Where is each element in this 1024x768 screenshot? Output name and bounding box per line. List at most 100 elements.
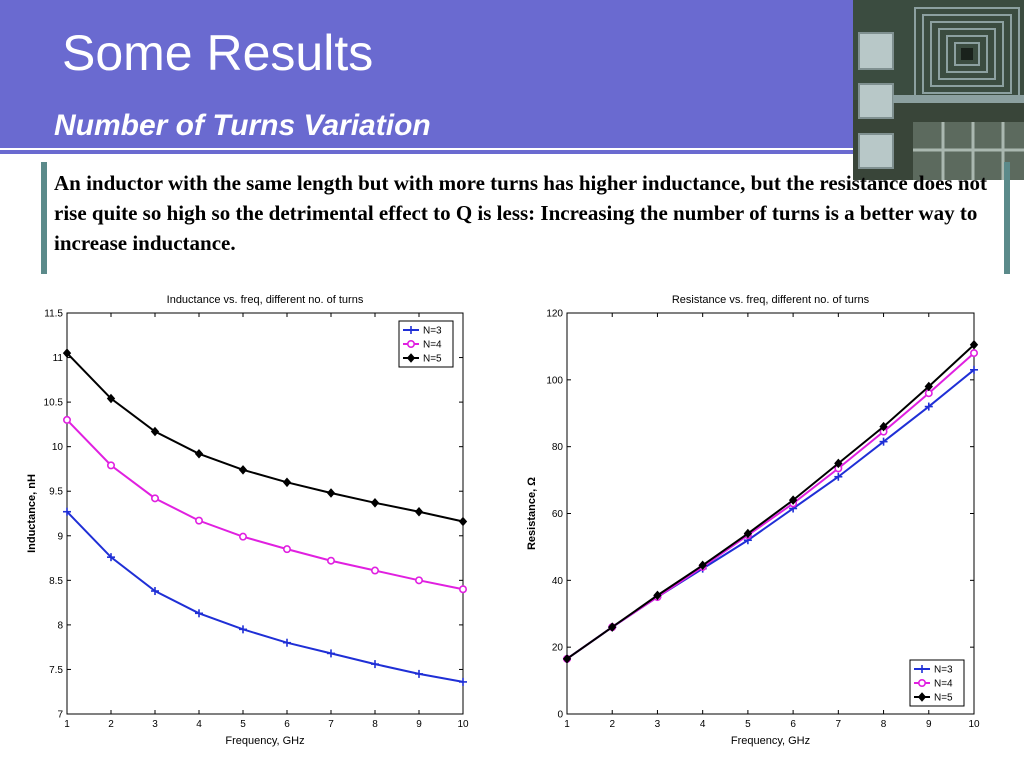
x-tick-label: 1: [64, 719, 70, 730]
data-point-N=5: [106, 393, 116, 404]
data-point-N=5: [238, 465, 248, 475]
data-point-N=5: [608, 622, 617, 632]
y-tick-label: 11.5: [44, 309, 63, 320]
legend-label: N=3: [423, 326, 442, 337]
y-tick-label: 9.5: [49, 487, 63, 498]
x-tick-label: 3: [152, 719, 158, 730]
legend-label: N=5: [423, 354, 442, 365]
data-point-N=5: [194, 449, 204, 459]
data-point-N=4: [239, 532, 248, 541]
data-point-N=5: [969, 339, 979, 350]
slide-subtitle: Number of Turns Variation: [54, 109, 431, 142]
plot-area: [566, 312, 975, 715]
series-line-N=4: [66, 419, 464, 591]
legend-label: N=3: [934, 665, 953, 676]
x-tick-label: 6: [284, 719, 290, 730]
chart-title: Resistance vs. freq, different no. of tu…: [672, 294, 870, 306]
series-line-N=5: [566, 344, 975, 660]
data-point-N=3: [63, 507, 71, 516]
data-point-N=3: [415, 669, 423, 678]
y-axis-label: Resistance, Ω: [526, 477, 538, 550]
data-point-N=5: [743, 528, 753, 539]
resistance-chart: Resistance vs. freq, different no. of tu…: [522, 282, 1002, 752]
data-point-N=5: [326, 488, 336, 498]
x-tick-label: 5: [745, 719, 751, 730]
data-point-N=4: [151, 494, 160, 503]
data-point-N=5: [879, 421, 888, 432]
x-tick-label: 8: [881, 719, 887, 730]
slide-body-text: An inductor with the same length but wit…: [54, 171, 988, 255]
legend-label: N=5: [934, 693, 953, 704]
data-point-N=4: [282, 545, 291, 554]
x-axis-label: Frequency, GHz: [731, 735, 810, 747]
data-point-N=3: [151, 587, 159, 596]
x-axis-label: Frequency, GHz: [225, 735, 304, 747]
text-accent-bar-right: [1004, 162, 1010, 274]
inductor-chip-photo: [853, 0, 1024, 180]
slide-title: Some Results: [62, 25, 374, 81]
x-tick-label: 6: [790, 719, 796, 730]
legend-marker: [406, 339, 415, 348]
data-point-N=3: [195, 609, 203, 618]
legend-marker: [406, 353, 416, 363]
data-point-N=5: [370, 498, 380, 508]
plot-area: [66, 312, 464, 715]
x-tick-label: 4: [700, 719, 706, 730]
y-tick-label: 0: [557, 710, 563, 721]
series-line-N=5: [66, 352, 464, 523]
y-tick-label: 60: [552, 509, 564, 520]
data-point-N=5: [458, 516, 468, 527]
x-tick-label: 2: [609, 719, 615, 730]
y-tick-label: 80: [552, 442, 564, 453]
data-point-N=3: [107, 553, 115, 562]
data-point-N=3: [371, 660, 379, 669]
data-point-N=5: [562, 654, 572, 664]
data-point-N=4: [107, 461, 116, 470]
legend-marker: [407, 326, 415, 334]
y-tick-label: 10.5: [44, 398, 64, 409]
y-tick-label: 20: [552, 643, 564, 654]
data-point-N=3: [834, 472, 843, 481]
legend-marker: [918, 665, 926, 673]
data-point-N=5: [788, 495, 798, 505]
data-point-N=5: [282, 477, 292, 488]
legend-label: N=4: [423, 340, 442, 351]
data-point-N=3: [239, 625, 247, 634]
x-tick-label: 9: [926, 719, 932, 730]
data-point-N=5: [924, 381, 933, 392]
y-tick-label: 9: [57, 531, 63, 542]
inductance-chart: Inductance vs. freq, different no. of tu…: [12, 282, 482, 752]
data-point-N=3: [879, 437, 888, 446]
data-point-N=5: [698, 560, 707, 571]
data-point-N=4: [458, 585, 467, 594]
y-tick-label: 120: [546, 309, 563, 320]
data-point-N=4: [370, 566, 379, 575]
x-tick-label: 5: [240, 719, 246, 730]
data-point-N=5: [150, 426, 160, 437]
x-tick-label: 2: [108, 719, 114, 730]
series-line-N=3: [66, 511, 464, 683]
data-point-N=3: [283, 638, 291, 647]
data-point-N=3: [924, 402, 933, 411]
data-point-N=3: [970, 365, 978, 374]
data-point-N=4: [195, 516, 204, 525]
x-tick-label: 4: [196, 719, 202, 730]
x-tick-label: 7: [328, 719, 334, 730]
y-tick-label: 11: [53, 353, 64, 364]
y-tick-label: 7: [57, 710, 63, 721]
data-point-N=5: [62, 348, 72, 358]
header-divider-line: [0, 150, 1024, 154]
x-tick-label: 10: [968, 719, 980, 730]
legend-label: N=4: [934, 679, 953, 690]
x-tick-label: 10: [457, 719, 469, 730]
y-tick-label: 8.5: [49, 576, 63, 587]
chip-micrograph-graphic: [853, 0, 1024, 180]
data-point-N=5: [653, 590, 662, 601]
y-axis-label: Inductance, nH: [26, 474, 38, 553]
legend-marker: [917, 678, 926, 687]
x-tick-label: 3: [655, 719, 661, 730]
y-tick-label: 8: [57, 620, 63, 631]
x-tick-label: 1: [564, 719, 570, 730]
y-tick-label: 100: [546, 375, 563, 386]
text-accent-bar-left: [41, 162, 47, 274]
